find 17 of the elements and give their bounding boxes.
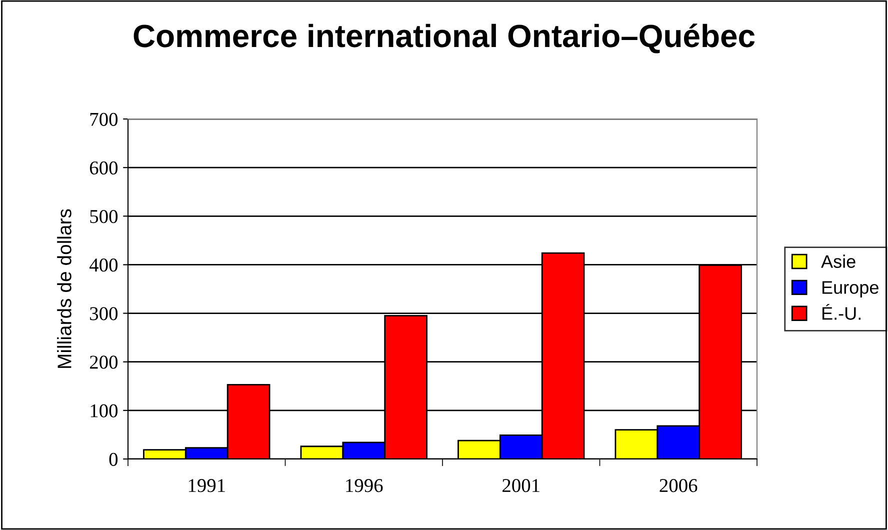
legend-label: Europe <box>822 281 878 298</box>
chart-title: Commerce international Ontario–Québec <box>134 24 755 54</box>
x-tick-label: 1996 <box>346 479 383 492</box>
y-tick-label: 700 <box>90 112 118 126</box>
y-tick-label: 400 <box>89 258 118 272</box>
y-tick-label: 100 <box>90 404 118 418</box>
legend-label: É.-U. <box>822 304 860 320</box>
x-tick-label: 2006 <box>660 479 698 492</box>
y-tick-label: 500 <box>90 210 118 224</box>
y-tick-label: 300 <box>90 307 118 320</box>
x-tick-label: 2001 <box>502 479 540 492</box>
y-tick-label: 0 <box>109 452 118 466</box>
y-tick-label: 600 <box>90 161 118 175</box>
y-axis-title: Milliards de dollars <box>57 209 72 368</box>
legend-label: Asie <box>821 254 856 268</box>
y-tick-label: 200 <box>90 356 118 369</box>
x-tick-label: 1991 <box>188 479 225 492</box>
